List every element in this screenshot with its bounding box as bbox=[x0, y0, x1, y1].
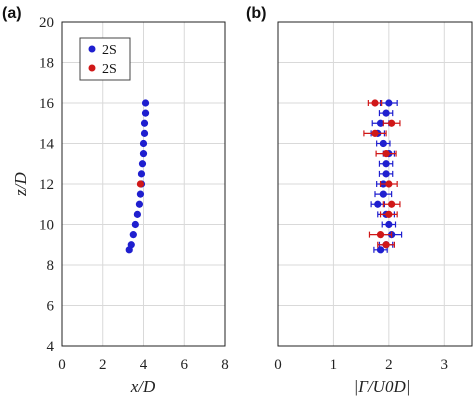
x-tick-labels-b: 0 1 2 3 bbox=[274, 357, 448, 373]
data-point-blue bbox=[382, 170, 390, 178]
x-tick-label: 1 bbox=[330, 357, 338, 373]
data-point-blue bbox=[141, 109, 150, 117]
data-point-red bbox=[388, 119, 396, 127]
plot-frame-a bbox=[61, 21, 226, 347]
data-point-red bbox=[385, 210, 393, 218]
x-tick-label: 0 bbox=[58, 357, 66, 373]
x-axis-label-b: |Γ/U0D| bbox=[354, 377, 411, 396]
grid-b bbox=[277, 21, 472, 347]
panel-a: (a) 0 2 4 6 8 4 6 8 10 12 14 16 18 20 x/D z/D 2S 2S bbox=[2, 5, 229, 396]
x-tick-label: 2 bbox=[99, 357, 107, 373]
data-point-blue bbox=[376, 119, 385, 127]
panel-b: (b) 0 1 2 3 |Γ/U0D| bbox=[246, 5, 473, 396]
data-point-red bbox=[376, 231, 385, 239]
data-point-blue bbox=[382, 160, 390, 168]
data-point-blue bbox=[136, 190, 145, 198]
x-tick-label: 0 bbox=[274, 357, 282, 373]
y-tick-label: 10 bbox=[39, 218, 54, 234]
data-point-blue bbox=[139, 150, 148, 158]
y-axis-label-a: z/D bbox=[11, 171, 30, 196]
x-tick-label: 6 bbox=[181, 357, 189, 373]
data-point-red bbox=[388, 200, 396, 208]
points-b bbox=[363, 99, 403, 254]
data-point-red bbox=[371, 99, 379, 107]
data-point-blue bbox=[374, 200, 382, 208]
x-tick-label: 8 bbox=[221, 357, 229, 373]
y-tick-labels-a: 4 6 8 10 12 14 16 18 20 bbox=[39, 15, 55, 355]
x-tick-label: 2 bbox=[385, 357, 393, 373]
data-point-blue bbox=[131, 220, 139, 229]
legend-marker-red bbox=[88, 64, 96, 72]
data-point-blue bbox=[379, 190, 387, 198]
y-tick-label: 4 bbox=[47, 339, 55, 355]
data-point-blue bbox=[133, 210, 141, 218]
y-tick-label: 16 bbox=[39, 96, 55, 112]
data-point-red bbox=[382, 150, 390, 158]
legend-label-blue: 2S bbox=[102, 43, 117, 58]
data-point-blue bbox=[376, 246, 385, 254]
legend-box bbox=[79, 37, 131, 81]
data-point-blue bbox=[140, 119, 149, 127]
data-point-blue bbox=[138, 160, 147, 168]
legend: 2S 2S bbox=[79, 37, 131, 81]
x-tick-label: 3 bbox=[441, 357, 449, 373]
data-point-blue bbox=[141, 99, 150, 107]
panel-a-label: (a) bbox=[2, 5, 22, 22]
data-point-blue bbox=[139, 139, 148, 148]
y-tick-label: 12 bbox=[39, 177, 54, 193]
data-point-blue bbox=[125, 246, 133, 254]
data-point-red bbox=[382, 241, 390, 249]
y-tick-label: 8 bbox=[47, 258, 55, 274]
data-point-blue bbox=[385, 220, 393, 229]
x-tick-labels-a: 0 2 4 6 8 bbox=[58, 357, 229, 373]
data-point-blue bbox=[135, 200, 144, 208]
y-tick-label: 6 bbox=[47, 299, 55, 315]
panel-b-label: (b) bbox=[246, 5, 266, 22]
legend-label-red: 2S bbox=[102, 62, 117, 77]
legend-marker-blue bbox=[88, 45, 96, 53]
y-tick-label: 20 bbox=[39, 15, 54, 31]
data-point-blue bbox=[137, 170, 146, 178]
x-axis-label-a: x/D bbox=[130, 377, 156, 396]
data-point-blue bbox=[385, 99, 393, 107]
data-point-red bbox=[136, 180, 145, 188]
x-tick-label: 4 bbox=[140, 357, 148, 373]
y-tick-label: 18 bbox=[39, 56, 54, 72]
data-point-blue bbox=[140, 129, 149, 137]
data-point-blue bbox=[129, 231, 137, 239]
points-a bbox=[125, 99, 150, 254]
y-tick-label: 14 bbox=[39, 137, 55, 153]
data-point-red bbox=[371, 129, 379, 137]
data-point-red bbox=[385, 180, 393, 188]
data-point-blue bbox=[379, 139, 387, 148]
plot-frame-b bbox=[277, 21, 473, 347]
data-point-blue bbox=[382, 109, 390, 117]
